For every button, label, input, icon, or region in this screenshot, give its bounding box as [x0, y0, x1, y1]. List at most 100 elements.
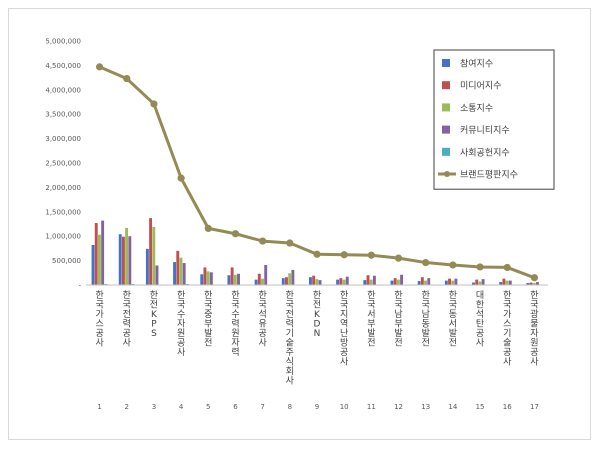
bar-2-8 [285, 277, 288, 285]
bar-1-4 [173, 262, 177, 285]
legend-swatch [442, 147, 450, 156]
bar-4-14 [454, 278, 458, 285]
bar-3-13 [424, 280, 428, 285]
legend-label: 참여지수 [460, 58, 493, 70]
x-category-number: 6 [233, 403, 238, 411]
x-category-number: 4 [179, 403, 184, 411]
x-category-number: 8 [288, 403, 292, 411]
y-tick-label: 3,000,000 [45, 135, 81, 143]
line-point-12 [394, 254, 403, 262]
x-category-number: 17 [530, 403, 539, 411]
bar-1-12 [390, 280, 394, 285]
bar-2-6 [230, 267, 234, 285]
x-category-number: 1 [97, 403, 101, 411]
bar-1-5 [200, 274, 204, 285]
bar-2-15 [475, 279, 479, 285]
bar-1-9 [309, 277, 312, 285]
line-point-13 [422, 258, 430, 267]
line-point-16 [503, 263, 511, 272]
bar-4-6 [237, 273, 240, 285]
bar-1-14 [444, 280, 448, 285]
bar-4-3 [155, 265, 159, 285]
bar-4-9 [318, 280, 322, 285]
bar-2-7 [257, 273, 261, 285]
x-category-number: 7 [260, 403, 264, 411]
bar-3-14 [451, 280, 455, 285]
legend-swatch [442, 125, 450, 134]
x-axis: 한 국 가 스 공 사 1 한 국 전 력 공 사 2 한 전 K P S 3 한 국 수 자 원 공 사 4 한 국 중 부 발 전 5 한 국 수 력 원… [86, 284, 548, 411]
x-category-number: 16 [503, 403, 512, 411]
bar-4-13 [427, 278, 431, 285]
x-category-number: 15 [476, 403, 485, 411]
legend-label: 브랜드평판지수 [460, 170, 518, 181]
bar-4-1 [101, 220, 105, 285]
bar-4-17 [536, 282, 539, 285]
bar-3-15 [478, 281, 482, 285]
line-point-7 [259, 237, 267, 245]
line-point-9 [313, 250, 321, 258]
x-category-number: 14 [448, 403, 457, 411]
bar-1-17 [526, 283, 530, 285]
line-point-14 [449, 261, 457, 269]
y-tick-label: 2,500,000 [45, 160, 81, 168]
legend-line-marker [444, 171, 450, 177]
x-category-number: 11 [367, 403, 376, 411]
bar-1-2 [118, 234, 122, 285]
y-tick-label: 1,000,000 [45, 233, 81, 241]
line-point-8 [286, 239, 294, 247]
bar-3-11 [369, 279, 373, 285]
legend-label: 소통지수 [460, 103, 493, 114]
bar-2-1 [94, 223, 98, 285]
bar-2-4 [176, 250, 180, 285]
legend-label: 미디어지수 [460, 81, 501, 92]
bar-4-15 [481, 279, 485, 285]
line-point-3 [150, 100, 158, 108]
line-point-6 [231, 230, 240, 238]
bar-4-2 [128, 236, 132, 285]
bar-1-15 [472, 282, 475, 285]
line-point-2 [123, 74, 131, 83]
bar-1-13 [417, 281, 421, 285]
y-tick-label: 4,000,000 [45, 86, 81, 94]
x-category-number: 2 [125, 403, 129, 411]
bar-2-5 [203, 267, 207, 285]
legend-box [433, 49, 555, 190]
line-point-10 [340, 251, 348, 259]
bar-3-12 [396, 279, 400, 285]
line-point-11 [367, 251, 375, 259]
line-point-15 [476, 263, 484, 271]
line-point-17 [530, 274, 539, 282]
bar-3-7 [261, 278, 264, 285]
bar-2-9 [312, 275, 316, 285]
line-point-5 [204, 224, 212, 232]
bar-4-11 [372, 275, 376, 285]
bar-4-8 [291, 269, 295, 285]
bar-2-14 [448, 278, 451, 285]
x-category-number: 13 [421, 403, 430, 411]
x-category-number: 9 [315, 403, 319, 411]
x-category-number: 10 [340, 403, 349, 411]
bar-4-12 [400, 274, 404, 285]
y-tick-label: 500,000 [52, 257, 81, 265]
y-tick-label: 2,000,000 [45, 184, 81, 192]
bar-3-5 [206, 271, 210, 285]
bar-1-11 [363, 280, 367, 285]
x-category-number: 5 [206, 403, 210, 411]
legend-label: 사회공헌지수 [460, 147, 510, 158]
x-category-number: 12 [394, 403, 403, 411]
bar-3-4 [179, 257, 183, 285]
y-tick-label: 3,500,000 [45, 111, 81, 119]
bar-3-6 [233, 274, 237, 285]
y-tick-label: 4,500,000 [45, 62, 81, 70]
